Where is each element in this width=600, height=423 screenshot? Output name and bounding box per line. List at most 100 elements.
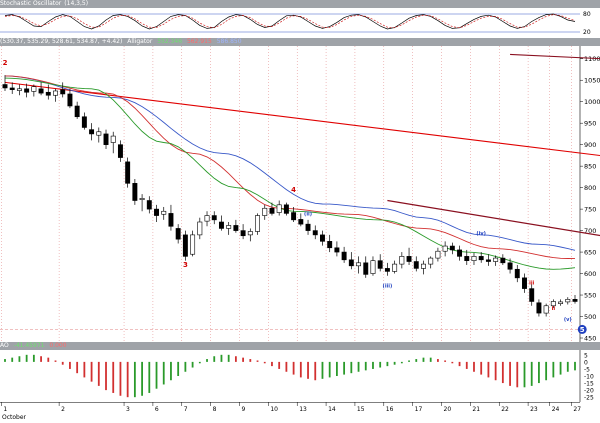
candle bbox=[334, 241, 340, 257]
ao-bar bbox=[292, 361, 295, 375]
price-y-label: 600 bbox=[584, 270, 596, 278]
candle bbox=[67, 88, 73, 109]
candle bbox=[81, 112, 87, 130]
ao-bar bbox=[429, 357, 432, 362]
price-y-label: 1000 bbox=[584, 98, 600, 106]
candle bbox=[565, 297, 571, 305]
osc-d-line bbox=[4, 14, 576, 29]
ao-bar bbox=[162, 361, 165, 385]
ao-bar bbox=[487, 361, 490, 378]
candle bbox=[558, 299, 564, 306]
candle bbox=[9, 82, 15, 94]
candle bbox=[190, 230, 196, 257]
ao-bar bbox=[206, 359, 208, 362]
wave-marker: 2 bbox=[3, 59, 8, 67]
ao-bar bbox=[343, 361, 346, 375]
ao-bar bbox=[451, 361, 454, 364]
ao-bar bbox=[494, 361, 497, 381]
oscillator-title: Stochastic Oscillator bbox=[0, 0, 62, 7]
candle bbox=[96, 127, 102, 143]
ao-bar bbox=[566, 361, 569, 372]
candle bbox=[175, 224, 181, 244]
alligator-value-2: 562.915 bbox=[186, 38, 212, 45]
ao-bar bbox=[321, 361, 324, 379]
ao-y-label: 5 bbox=[584, 352, 588, 359]
ao-bar bbox=[213, 356, 216, 362]
candle bbox=[485, 254, 491, 266]
candle bbox=[493, 255, 499, 266]
alligator-title: Alligator bbox=[127, 38, 153, 45]
candle bbox=[117, 140, 123, 162]
candle bbox=[53, 88, 58, 102]
wave-marker: (iv) bbox=[476, 231, 486, 237]
date-label: 14 bbox=[328, 406, 336, 413]
candle bbox=[514, 264, 520, 283]
ao-bar bbox=[357, 361, 360, 372]
ao-bar bbox=[408, 360, 410, 362]
date-label: 15 bbox=[357, 406, 365, 413]
ao-bar bbox=[25, 354, 28, 362]
ao-bar bbox=[480, 361, 483, 375]
ao-bar bbox=[18, 356, 21, 362]
ao-y-label: -10 bbox=[584, 374, 594, 381]
candle bbox=[327, 234, 333, 253]
ao-bar bbox=[285, 361, 288, 372]
ao-bar bbox=[177, 361, 180, 376]
candle bbox=[125, 157, 131, 188]
candle bbox=[421, 260, 426, 275]
candle bbox=[89, 123, 95, 141]
channel-line bbox=[4, 81, 600, 157]
candle bbox=[110, 131, 116, 154]
oscillator-params: (14,3,5) bbox=[64, 0, 89, 7]
ao-y-label: -25 bbox=[584, 395, 594, 402]
candle bbox=[536, 299, 542, 317]
ao-bar bbox=[509, 361, 511, 386]
ao-bar bbox=[444, 360, 447, 362]
ao-bar bbox=[465, 361, 468, 369]
alligator-value-1: 552.346 bbox=[157, 38, 183, 45]
candle bbox=[478, 252, 484, 263]
candle bbox=[442, 241, 448, 257]
ao-bar bbox=[263, 361, 266, 364]
ao-bar bbox=[105, 361, 107, 391]
ao-bar bbox=[458, 361, 461, 367]
ao-bar bbox=[234, 356, 237, 362]
ao-value-1: -41.45971 bbox=[13, 342, 45, 349]
candle bbox=[298, 213, 304, 227]
candle bbox=[139, 194, 145, 212]
candle bbox=[132, 179, 138, 205]
date-label: 3 bbox=[126, 406, 130, 413]
price-y-label: 750 bbox=[584, 206, 596, 214]
ao-bar bbox=[256, 360, 259, 362]
candle bbox=[240, 224, 246, 240]
oscillator-header: Stochastic Oscillator (14,3,5) bbox=[0, 0, 600, 8]
date-label: 16 bbox=[386, 406, 394, 413]
trend-line bbox=[387, 199, 600, 237]
ao-panel: 5 0 -5 -10 -15 -20 -25 bbox=[0, 350, 600, 402]
ao-bar bbox=[242, 357, 245, 362]
alligator-lips-line bbox=[4, 77, 576, 270]
ao-bar bbox=[437, 359, 439, 362]
candle bbox=[276, 200, 282, 216]
price-y-label: 700 bbox=[584, 227, 596, 235]
candle bbox=[291, 206, 297, 222]
candle bbox=[341, 246, 347, 263]
price-y-label: 800 bbox=[584, 184, 596, 192]
ao-bar bbox=[501, 361, 504, 384]
date-label: 10 bbox=[270, 406, 278, 413]
candle bbox=[283, 202, 289, 216]
ao-bar bbox=[523, 361, 526, 388]
price-y-label: 1050 bbox=[584, 77, 600, 85]
wave-marker: (v) bbox=[564, 317, 572, 323]
ao-bar bbox=[4, 359, 6, 362]
price-y-label: 550 bbox=[584, 292, 596, 300]
price-header: (530.37, 535.29, 528.61, 534.87, +4.42) … bbox=[0, 38, 600, 46]
oscillator-chart: 80 20 bbox=[0, 8, 591, 38]
ao-bar bbox=[133, 361, 136, 398]
ao-bar bbox=[32, 354, 35, 362]
candle bbox=[348, 252, 354, 270]
candle bbox=[435, 247, 441, 262]
alligator-teeth-line bbox=[4, 75, 576, 260]
candle bbox=[146, 196, 152, 214]
candle bbox=[161, 206, 167, 220]
